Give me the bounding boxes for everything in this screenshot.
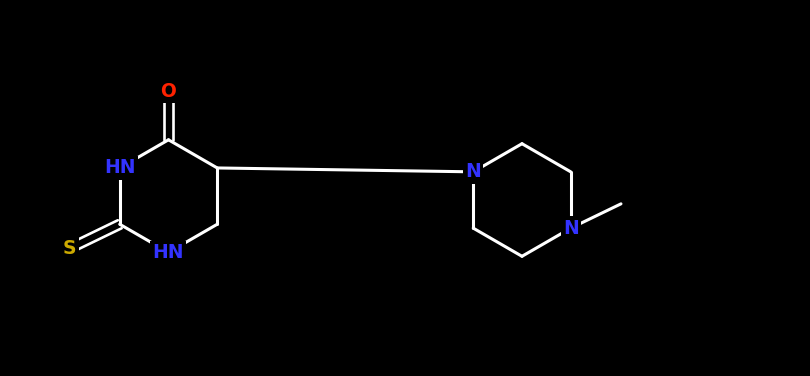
Text: N: N [563, 218, 578, 238]
Text: S: S [62, 239, 76, 258]
Text: O: O [160, 82, 177, 101]
Text: N: N [466, 162, 481, 181]
Text: HN: HN [153, 243, 184, 262]
Text: HN: HN [104, 158, 135, 177]
